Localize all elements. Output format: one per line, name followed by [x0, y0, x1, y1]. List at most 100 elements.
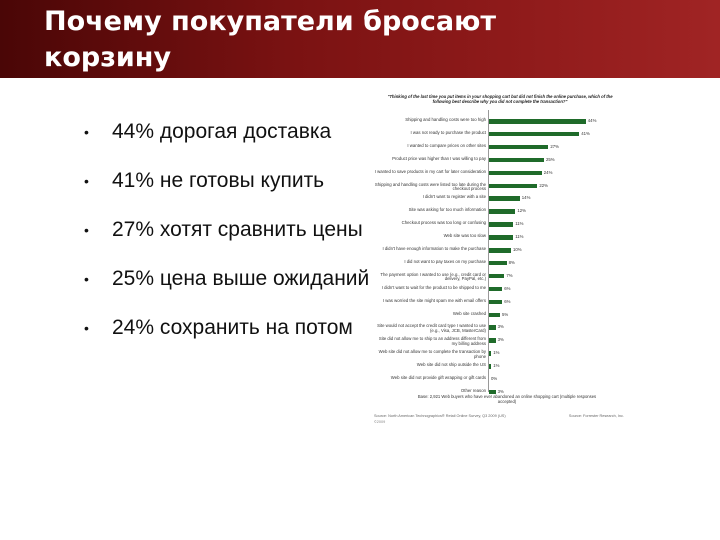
chart-row: I was not ready to purchase the product 4… [372, 129, 624, 140]
chart-bar [489, 119, 586, 124]
abandonment-chart: "Thinking of the last time you put items… [372, 92, 624, 432]
chart-category-label: I wanted to save products in my cart for… [374, 168, 486, 174]
chart-row: I was worried the site might spam me wit… [372, 297, 624, 308]
chart-value-label: 6% [504, 285, 511, 291]
chart-category-label: Other reason [460, 387, 486, 393]
bullet-dot: • [84, 124, 89, 140]
chart-category-label: I didn't have enough information to make… [382, 246, 486, 251]
bullet-dot: • [84, 222, 89, 238]
title-bar: Почему покупатели бросают корзину [0, 0, 720, 78]
bullet-dot: • [84, 173, 89, 189]
chart-value-label: 5% [502, 311, 509, 317]
chart-bar [489, 157, 544, 163]
chart-row: I didn't want to register with a site 14% [372, 195, 624, 204]
chart-row: I wanted to compare prices on other site… [372, 142, 624, 153]
chart-category-label: I did not want to pay taxes on my purcha… [404, 258, 486, 264]
chart-value-label: 3% [497, 337, 504, 343]
chart-value-label: 25% [546, 156, 555, 162]
chart-bar [489, 351, 492, 356]
chart-bar [489, 183, 538, 188]
chart-category-label: Web site did not ship outside the US [416, 362, 486, 368]
chart-note: Base: 2,921 Web buyers who have ever aba… [417, 394, 597, 405]
chart-bar [489, 312, 500, 317]
chart-title: "Thinking of the last time you put items… [387, 94, 613, 105]
chart-row: Web site did not provide gift wrapping o… [372, 375, 624, 385]
bullet-item: • 41% не готовы купить [84, 166, 369, 215]
chart-category-label: Shipping and handling costs were listed … [374, 181, 486, 192]
chart-category-label: Product price was higher than I was will… [392, 155, 486, 161]
chart-category-label: Web site did not provide gift wrapping o… [390, 375, 486, 380]
chart-category-label: I didn't want to register with a site [422, 194, 486, 200]
chart-bar [489, 338, 496, 343]
chart-bar [489, 209, 516, 214]
bullet-item: • 24% сохранить на потом [84, 313, 369, 362]
chart-category-label: Site would not accept the credit card ty… [377, 323, 486, 333]
chart-category-label: Site did not allow me to ship to an addr… [378, 336, 486, 346]
chart-value-label: 7% [506, 272, 513, 278]
chart-row: Other reason 3% [372, 387, 624, 398]
chart-row: Shipping and handling costs were listed … [372, 181, 624, 192]
chart-category-label: I was worried the site might spam me wit… [382, 297, 486, 303]
chart-bar [489, 222, 514, 227]
chart-copyright: ©2009 [374, 420, 386, 424]
bullet-item: • 25% цена выше ожиданий [84, 264, 369, 313]
chart-value-label: 12% [517, 208, 526, 214]
chart-value-label: 11% [515, 221, 524, 227]
chart-row: I didn't have enough information to make… [372, 246, 624, 256]
chart-row: Web site did not allow me to complete th… [372, 349, 624, 359]
chart-row: Site was asking for too much information… [372, 208, 624, 217]
chart-brand: Source: Forrester Research, Inc. [568, 414, 624, 418]
chart-bar [489, 299, 503, 305]
chart-row: Product price was higher than I was will… [372, 155, 624, 166]
bullet-text: 41% не готовы купить [112, 169, 325, 192]
chart-value-label: 8% [508, 259, 515, 265]
chart-row: I did not want to pay taxes on my purcha… [372, 258, 624, 269]
chart-category-label: Web site was too slow [443, 233, 486, 239]
chart-bar [489, 170, 542, 176]
chart-row: The payment option I wanted to use (e.g.… [372, 271, 624, 282]
chart-bar [489, 248, 511, 253]
chart-category-label: I wanted to compare prices on other site… [407, 142, 486, 148]
chart-bar [489, 389, 496, 395]
chart-category-label: Site was asking for too much information [408, 207, 486, 213]
chart-row: Site did not allow me to ship to an addr… [372, 336, 624, 346]
chart-bar [489, 364, 492, 369]
chart-value-label: 14% [521, 195, 531, 201]
bullet-dot: • [84, 271, 89, 287]
chart-value-label: 1% [493, 350, 500, 356]
chart-bar [489, 144, 549, 150]
chart-row: Site would not accept the credit card ty… [372, 324, 624, 333]
bullet-item: • 27% хотят сравнить цены [84, 215, 369, 264]
chart-bar [489, 131, 580, 137]
chart-value-label: 0% [491, 376, 498, 381]
chart-value-label: 24% [543, 169, 553, 175]
bullet-item: • 44% дорогая доставка [84, 117, 369, 166]
chart-bar [489, 196, 520, 201]
chart-row: Web site was too slow 11% [372, 233, 624, 243]
chart-value-label: 41% [581, 130, 590, 136]
bullet-text: 25% цена выше ожиданий [112, 267, 370, 290]
bullet-text: 24% сохранить на потом [112, 316, 353, 339]
chart-value-label: 1% [493, 363, 500, 369]
chart-row: Web site crashed 5% [372, 310, 624, 321]
chart-row: Shipping and handling costs were too hig… [372, 117, 624, 127]
chart-value-label: 3% [497, 388, 504, 394]
bullet-dot: • [84, 320, 89, 336]
chart-axis [488, 110, 489, 392]
bullet-text: 44% дорогая доставка [112, 120, 332, 143]
chart-bar [489, 235, 514, 240]
chart-category-label: I was not ready to purchase the product [410, 129, 486, 135]
bullet-list: • 44% дорогая доставка • 41% не готовы куп… [84, 117, 369, 362]
chart-value-label: 27% [550, 143, 559, 149]
chart-bar [489, 273, 505, 279]
chart-category-label: Web site crashed [452, 310, 486, 316]
chart-category-label: The payment option I wanted to use (e.g.… [380, 271, 486, 282]
chart-row: Web site did not ship outside the US 1% [372, 362, 624, 372]
chart-value-label: 22% [539, 182, 548, 188]
chart-bar [489, 286, 503, 292]
chart-value-label: 6% [504, 298, 511, 304]
chart-value-label: 3% [497, 324, 504, 330]
chart-value-label: 10% [513, 247, 522, 252]
chart-bar [489, 260, 507, 266]
chart-row: I didn't want to wait for the product to… [372, 285, 624, 295]
